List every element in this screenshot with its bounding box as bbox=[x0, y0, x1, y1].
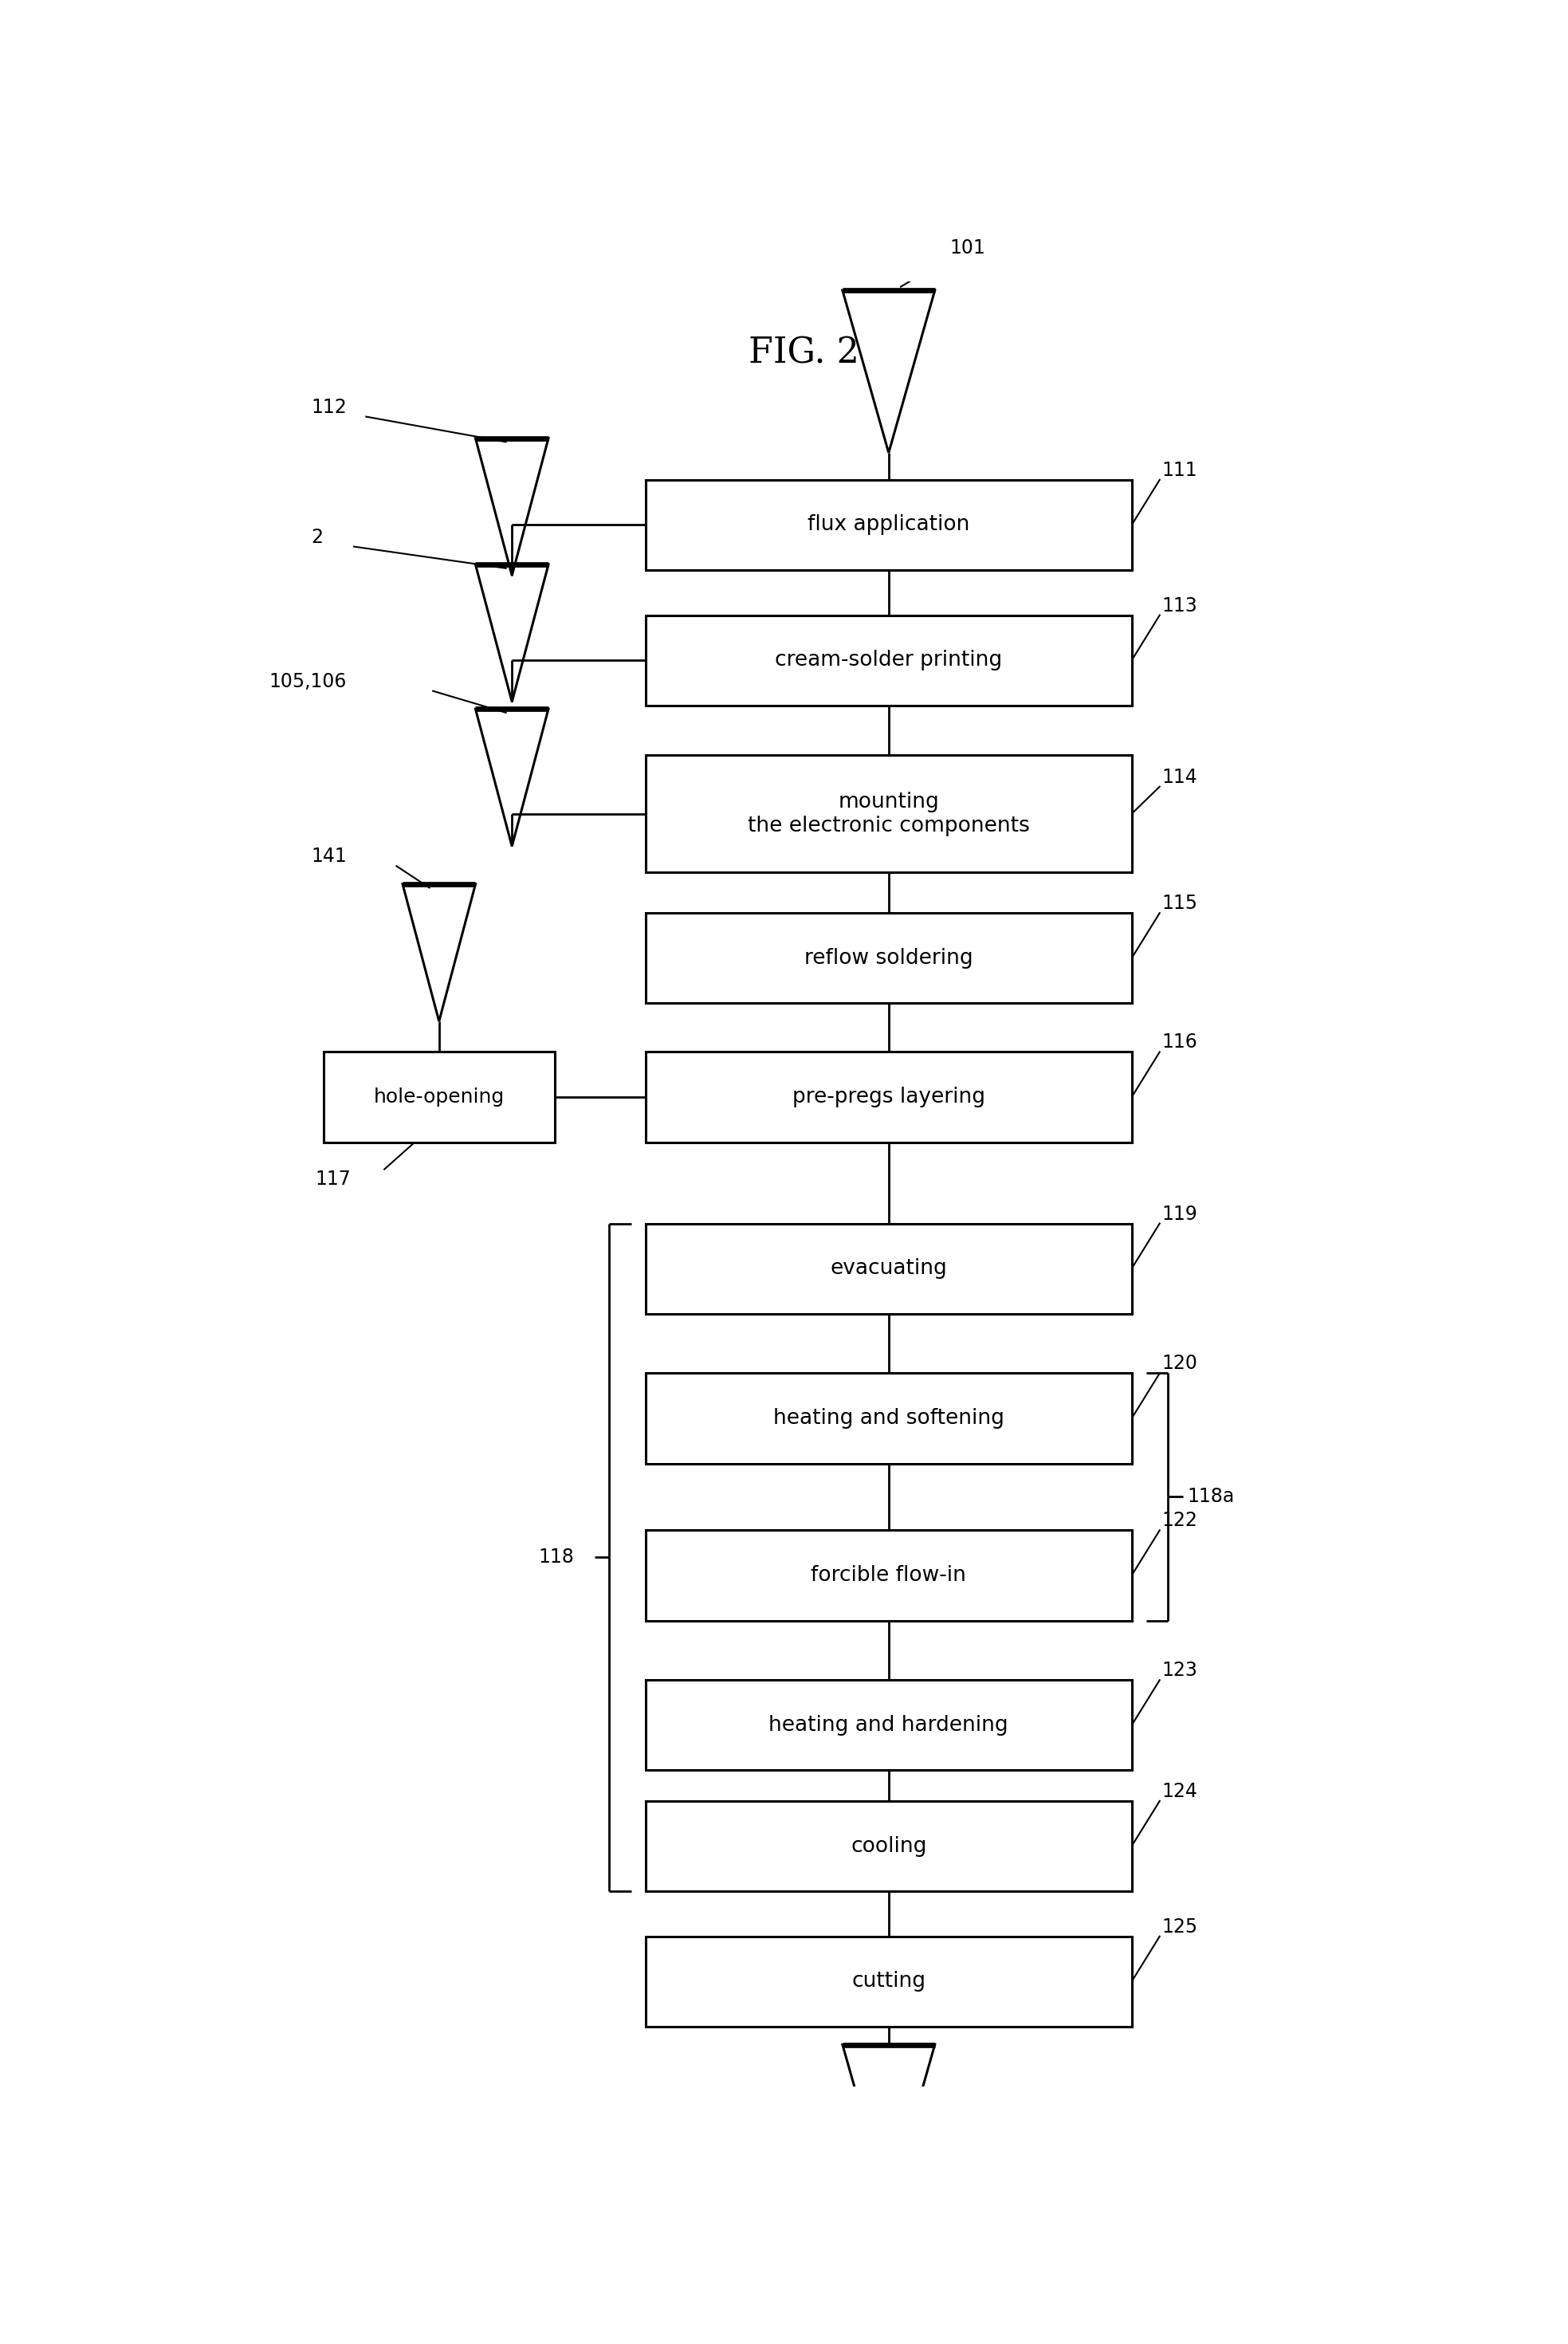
Text: 119: 119 bbox=[1162, 1205, 1198, 1224]
FancyBboxPatch shape bbox=[646, 1052, 1132, 1142]
Text: 115: 115 bbox=[1162, 893, 1198, 914]
Text: 101: 101 bbox=[949, 239, 985, 258]
Text: 116: 116 bbox=[1162, 1034, 1198, 1052]
Text: evacuating: evacuating bbox=[829, 1259, 947, 1280]
Text: cutting: cutting bbox=[851, 1971, 925, 1992]
Text: 117: 117 bbox=[315, 1170, 351, 1188]
Text: cream-solder printing: cream-solder printing bbox=[775, 649, 1002, 670]
Text: 123: 123 bbox=[1162, 1662, 1198, 1681]
Text: 111: 111 bbox=[1162, 462, 1198, 481]
Text: heating and softening: heating and softening bbox=[773, 1409, 1004, 1430]
Text: 118a: 118a bbox=[1187, 1488, 1236, 1507]
Text: reflow soldering: reflow soldering bbox=[804, 947, 974, 968]
Text: 112: 112 bbox=[312, 398, 347, 417]
Text: FIG. 2: FIG. 2 bbox=[748, 335, 859, 370]
FancyBboxPatch shape bbox=[646, 1531, 1132, 1620]
Text: hole-opening: hole-opening bbox=[373, 1088, 505, 1106]
Text: pre-pregs layering: pre-pregs layering bbox=[792, 1088, 985, 1106]
FancyBboxPatch shape bbox=[646, 1224, 1132, 1313]
FancyBboxPatch shape bbox=[646, 1374, 1132, 1463]
FancyBboxPatch shape bbox=[646, 1681, 1132, 1770]
Text: 141: 141 bbox=[312, 846, 347, 865]
Text: heating and hardening: heating and hardening bbox=[768, 1716, 1008, 1735]
FancyBboxPatch shape bbox=[646, 1800, 1132, 1892]
Text: 122: 122 bbox=[1162, 1512, 1198, 1531]
Text: flux application: flux application bbox=[808, 516, 969, 534]
Text: 118: 118 bbox=[539, 1547, 574, 1566]
FancyBboxPatch shape bbox=[323, 1052, 555, 1142]
FancyBboxPatch shape bbox=[646, 1936, 1132, 2028]
Text: 114: 114 bbox=[1162, 766, 1198, 788]
Text: 113: 113 bbox=[1162, 595, 1198, 614]
Text: mounting
the electronic components: mounting the electronic components bbox=[748, 792, 1030, 837]
Text: forcible flow-in: forcible flow-in bbox=[811, 1566, 966, 1587]
FancyBboxPatch shape bbox=[646, 481, 1132, 570]
FancyBboxPatch shape bbox=[646, 614, 1132, 706]
Text: 105,106: 105,106 bbox=[270, 673, 347, 691]
Text: 125: 125 bbox=[1162, 1917, 1198, 1936]
Text: cooling: cooling bbox=[851, 1835, 927, 1856]
Text: 120: 120 bbox=[1162, 1355, 1198, 1374]
Text: 124: 124 bbox=[1162, 1781, 1198, 1800]
Text: 2: 2 bbox=[312, 527, 323, 546]
FancyBboxPatch shape bbox=[646, 755, 1132, 872]
FancyBboxPatch shape bbox=[646, 914, 1132, 1003]
